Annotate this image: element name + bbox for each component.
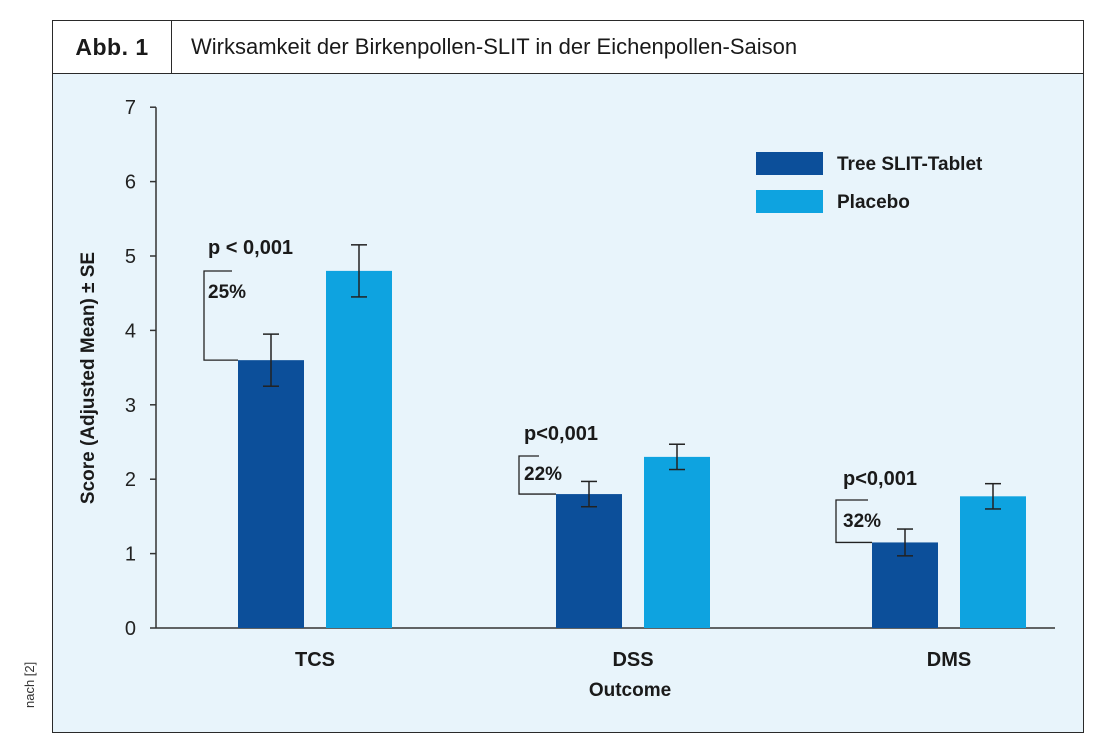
y-tick-label: 5: [125, 246, 136, 268]
p-value-label: p < 0,001: [208, 237, 293, 259]
legend-swatch-tree-slit: [756, 152, 823, 175]
y-tick-label: 2: [125, 469, 136, 491]
bar-tree-slit-tcs: [238, 360, 304, 628]
reduction-label: 22%: [524, 464, 562, 485]
bar-placebo-dss: [644, 456, 710, 628]
p-value-label: p<0,001: [843, 468, 917, 490]
significance-bracket: [203, 270, 238, 361]
figure-header: Abb. 1 Wirksamkeit der Birkenpollen-SLIT…: [53, 21, 1083, 74]
y-tick-label: 3: [125, 395, 136, 417]
y-tick-label: 6: [125, 172, 136, 194]
figure-title: Wirksamkeit der Birkenpollen-SLIT in der…: [191, 34, 798, 59]
x-tick-label: TCS: [295, 649, 335, 671]
significance-bracket: [835, 499, 872, 544]
x-tick-label: DMS: [927, 649, 971, 671]
p-value-label: p<0,001: [524, 423, 598, 445]
y-tick-label: 0: [125, 618, 136, 640]
y-axis-title: Score (Adjusted Mean) ± SE: [78, 252, 99, 504]
x-axis-title: Outcome: [589, 680, 671, 701]
reduction-label: 32%: [843, 511, 881, 532]
reduction-label: 25%: [208, 282, 246, 303]
significance-bracket: [518, 455, 556, 495]
bar-placebo-tcs: [326, 270, 392, 628]
legend-label: Tree SLIT-Tablet: [837, 154, 983, 175]
y-tick-label: 7: [125, 97, 136, 119]
figure-label: Abb. 1: [53, 21, 172, 73]
y-tick-label: 4: [125, 320, 136, 342]
bar-tree-slit-dss: [556, 494, 622, 628]
legend-label: Placebo: [837, 192, 910, 213]
legend-swatch-placebo: [756, 190, 823, 213]
bar-tree-slit-dms: [872, 542, 938, 628]
y-tick-label: 1: [125, 544, 136, 566]
x-tick-label: DSS: [612, 649, 653, 671]
bar-placebo-dms: [960, 496, 1026, 628]
